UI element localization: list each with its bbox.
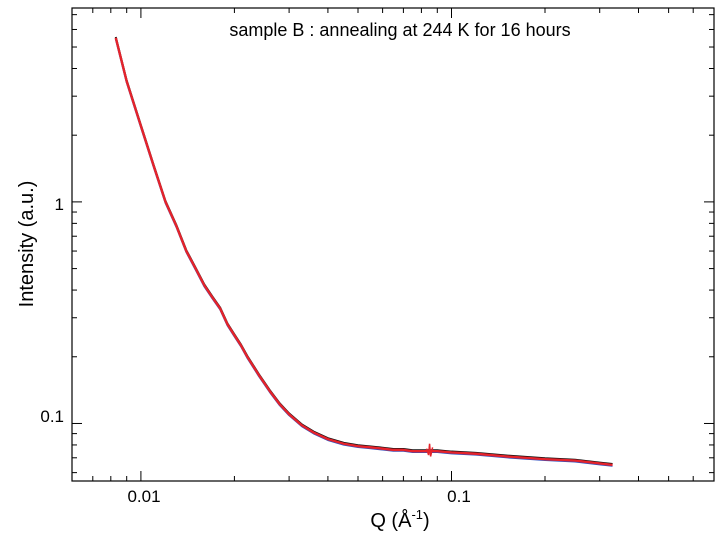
chart-title: sample B : annealing at 244 K for 16 hou… [229, 20, 570, 40]
x-axis-label-close: ) [423, 510, 430, 532]
major-ticks [72, 8, 714, 481]
series-line-1 [114, 36, 613, 466]
x-tick-label-0.01: 0.01 [127, 487, 160, 506]
series-line-0 [114, 38, 613, 467]
series-noise-spike [425, 443, 434, 457]
x-axis-label: Q (Å-1) [370, 507, 429, 532]
y-axis-label: Intensity (a.u.) [16, 181, 38, 308]
series-line-2 [114, 37, 613, 467]
x-axis-label-sup: -1 [411, 507, 423, 522]
minor-ticks [71, 8, 714, 481]
plot-frame [71, 7, 715, 482]
y-tick-label-1: 1 [55, 195, 64, 214]
x-axis-label-main: Q (Å [370, 509, 412, 532]
x-tick-label-0.1: 0.1 [447, 487, 471, 506]
y-tick-label-0.1: 0.1 [40, 407, 64, 426]
series-layer [114, 36, 613, 467]
